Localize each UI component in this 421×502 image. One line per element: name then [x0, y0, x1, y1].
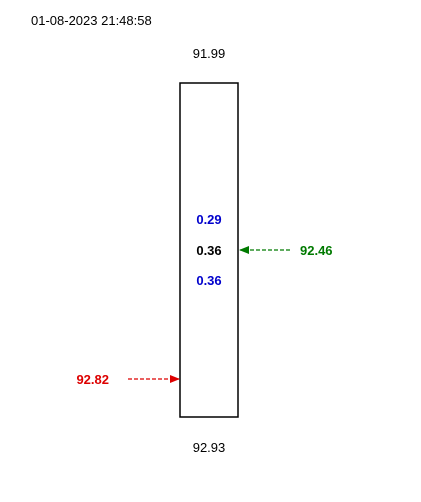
gauge-inner-value-3: 0.36	[196, 273, 221, 288]
gauge-bottom-value: 92.93	[193, 440, 226, 455]
right-marker-value: 92.46	[300, 243, 333, 258]
gauge-top-value: 91.99	[193, 46, 226, 61]
timestamp-label: 01-08-2023 21:48:58	[31, 13, 152, 28]
gauge-column	[179, 82, 239, 418]
left-marker-value: 92.82	[76, 372, 109, 387]
gauge-inner-value-2: 0.36	[196, 243, 221, 258]
gauge-inner-value-1: 0.29	[196, 212, 221, 227]
